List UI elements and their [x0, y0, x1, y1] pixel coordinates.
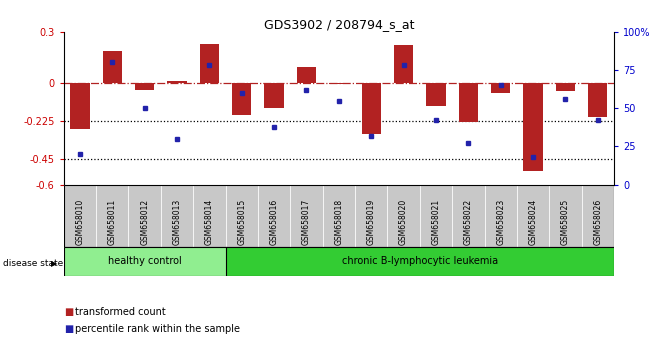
Bar	[484, 184, 517, 247]
Bar	[70, 83, 90, 129]
Text: GSM658015: GSM658015	[238, 199, 246, 245]
Text: GSM658021: GSM658021	[431, 199, 440, 245]
Text: GSM658018: GSM658018	[334, 199, 344, 245]
Bar	[297, 68, 316, 83]
Bar	[452, 184, 484, 247]
Text: GSM658016: GSM658016	[270, 199, 278, 245]
Bar	[193, 184, 225, 247]
Bar	[64, 184, 614, 247]
Text: ■: ■	[64, 307, 73, 316]
Bar	[167, 81, 187, 83]
Bar	[128, 184, 161, 247]
Bar	[161, 184, 193, 247]
Bar	[523, 83, 543, 171]
Text: ■: ■	[64, 324, 73, 334]
Bar	[96, 184, 128, 247]
Bar	[458, 83, 478, 122]
Text: GSM658010: GSM658010	[75, 199, 85, 245]
Bar	[394, 45, 413, 83]
Text: GSM658014: GSM658014	[205, 199, 214, 245]
Bar	[426, 83, 446, 107]
Bar	[323, 184, 355, 247]
Text: chronic B-lymphocytic leukemia: chronic B-lymphocytic leukemia	[342, 256, 498, 267]
Text: GSM658022: GSM658022	[464, 199, 473, 245]
Bar	[491, 83, 511, 93]
Bar	[329, 83, 348, 85]
Bar	[517, 184, 550, 247]
Text: GSM658019: GSM658019	[367, 199, 376, 245]
Bar	[556, 83, 575, 91]
Text: transformed count: transformed count	[75, 307, 166, 316]
Text: GSM658023: GSM658023	[496, 199, 505, 245]
Text: percentile rank within the sample: percentile rank within the sample	[75, 324, 240, 334]
Bar	[582, 184, 614, 247]
Text: GSM658024: GSM658024	[529, 199, 537, 245]
Text: GSM658017: GSM658017	[302, 199, 311, 245]
Title: GDS3902 / 208794_s_at: GDS3902 / 208794_s_at	[264, 18, 414, 31]
Bar	[355, 184, 387, 247]
Bar	[264, 83, 284, 108]
Bar	[588, 83, 607, 117]
Bar	[362, 83, 381, 133]
Bar	[64, 184, 96, 247]
Bar	[64, 247, 225, 276]
Bar	[420, 184, 452, 247]
Bar	[291, 184, 323, 247]
Text: GSM658020: GSM658020	[399, 199, 408, 245]
Bar	[550, 184, 582, 247]
Bar	[225, 247, 614, 276]
Text: GSM658026: GSM658026	[593, 199, 603, 245]
Bar	[387, 184, 420, 247]
Bar	[232, 83, 252, 115]
Text: ▶: ▶	[50, 259, 57, 268]
Bar	[258, 184, 291, 247]
Text: healthy control: healthy control	[108, 256, 182, 267]
Bar	[64, 247, 614, 276]
Text: GSM658011: GSM658011	[108, 199, 117, 245]
Bar	[135, 83, 154, 90]
Bar	[225, 184, 258, 247]
Bar	[200, 44, 219, 83]
Text: GSM658013: GSM658013	[172, 199, 182, 245]
Text: GSM658025: GSM658025	[561, 199, 570, 245]
Bar	[103, 51, 122, 83]
Text: disease state: disease state	[3, 259, 64, 268]
Text: GSM658012: GSM658012	[140, 199, 149, 245]
